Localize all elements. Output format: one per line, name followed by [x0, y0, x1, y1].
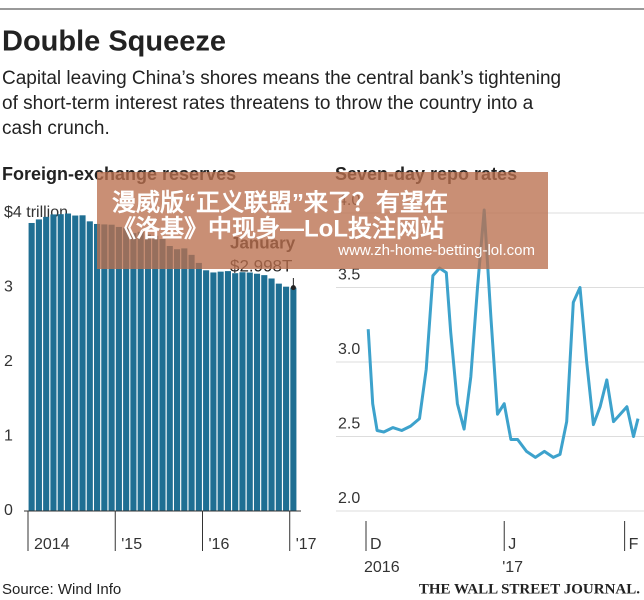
watermark-text: 漫威版“正义联盟”来了？有望在	[112, 188, 448, 216]
y-tick-label: 3.5	[338, 267, 360, 284]
bar	[261, 275, 268, 511]
y-tick-label: 0	[4, 502, 13, 519]
bar	[203, 270, 210, 511]
bar	[210, 272, 217, 511]
x-tick-label-year: '17	[502, 559, 523, 576]
bar	[283, 286, 290, 511]
source: Source: Wind Info	[2, 581, 121, 598]
y-tick-label: 2	[4, 353, 13, 370]
bar	[268, 278, 275, 511]
x-tick-label: '15	[121, 536, 142, 553]
subtitle: Capital leaving China’s shores means the…	[2, 68, 561, 89]
y-tick-label: 3	[4, 279, 13, 296]
bar	[152, 235, 159, 511]
bar	[57, 214, 64, 511]
bar	[181, 248, 188, 511]
watermark-text: 《洛基》中现身—LoL投注网站	[112, 214, 444, 242]
bar	[79, 215, 86, 511]
bar	[166, 246, 173, 512]
x-tick-label-year: 2016	[364, 559, 400, 576]
bar	[217, 271, 224, 511]
x-tick-label: F	[629, 536, 639, 553]
bar	[144, 234, 152, 511]
x-tick-label: '16	[208, 536, 229, 553]
bar	[28, 222, 35, 511]
bar	[195, 262, 202, 511]
bar	[50, 214, 57, 511]
bar	[35, 219, 42, 512]
bar	[94, 223, 101, 511]
publisher: THE WALL STREET JOURNAL.	[419, 581, 640, 597]
watermark-bg	[97, 172, 548, 269]
bar	[72, 215, 79, 511]
y-tick-label: 1	[4, 428, 13, 445]
x-tick-label: '17	[296, 536, 317, 553]
bar	[188, 254, 195, 511]
bar	[130, 233, 137, 512]
bar	[101, 224, 108, 511]
y-tick-label: 3.0	[338, 341, 360, 358]
bar	[159, 239, 166, 512]
bar	[115, 226, 122, 511]
bar	[64, 213, 72, 512]
subtitle: of short-term interest rates threatens t…	[2, 93, 534, 114]
x-tick-label: 2014	[34, 536, 70, 553]
bar	[290, 287, 297, 511]
y-tick-label: 2.0	[338, 490, 360, 507]
watermark-url: www.zh-home-betting-lol.com	[337, 242, 535, 259]
bar	[224, 271, 231, 511]
bar	[239, 272, 246, 511]
y-tick-label: 2.5	[338, 416, 360, 433]
bar	[137, 231, 144, 512]
bar	[173, 249, 181, 511]
line-series	[366, 208, 640, 459]
x-tick-label: D	[370, 536, 382, 553]
bar	[275, 283, 282, 511]
watermark: 漫威版“正义联盟”来了？有望在 《洛基》中现身—LoL投注网站 www.zh-h…	[97, 172, 548, 269]
title: Double Squeeze	[2, 26, 226, 58]
bar	[123, 227, 130, 511]
bar	[108, 224, 115, 511]
bar	[86, 221, 93, 511]
bar	[253, 273, 261, 511]
annotation-dot	[290, 285, 296, 291]
bar	[232, 273, 239, 511]
bar	[43, 216, 50, 511]
subtitle: cash crunch.	[2, 118, 110, 139]
bar	[246, 272, 253, 511]
x-tick-label: J	[508, 536, 516, 553]
